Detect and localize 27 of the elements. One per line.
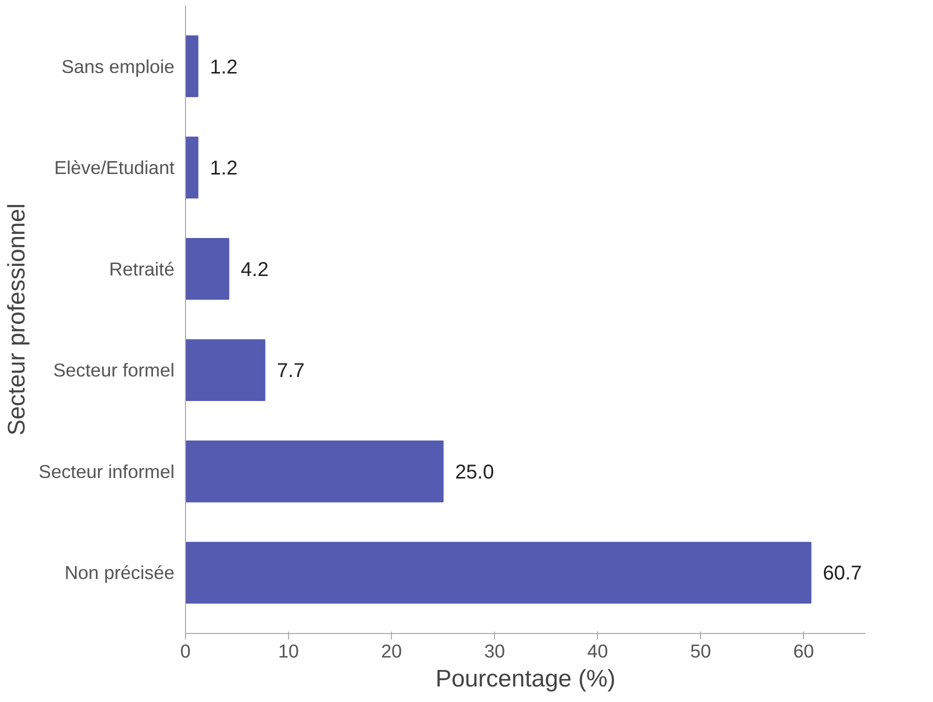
y-tick-label: Retraité [109,258,175,280]
bar [186,238,230,300]
bar [186,35,198,98]
data-label: 4.2 [240,258,269,281]
x-tick-label: 50 [690,640,712,662]
y-tick-label: Secteur informel [38,460,175,482]
x-tick-label: 60 [793,640,814,662]
bar [186,339,266,402]
x-tick-label: 40 [587,640,608,662]
data-label: 60.7 [822,562,862,585]
x-tick-label: 30 [484,640,505,662]
data-label: 1.2 [210,56,238,78]
y-axis-title: Secteur professionnel [4,203,31,436]
x-tick-label: 20 [381,640,402,662]
x-tick-label: 10 [278,640,299,662]
y-tick-label: Non précisée [64,562,175,584]
bar [186,542,812,604]
x-tick-label: 0 [180,640,191,662]
bar [186,136,198,198]
data-label: 7.7 [276,360,305,382]
y-tick-label: Secteur formel [53,360,174,381]
data-label: 1.2 [210,158,238,180]
data-label: 25.0 [455,461,494,484]
x-axis-title: Pourcentage (%) [435,666,616,692]
bar [186,440,444,502]
y-tick-label: Elève/Etudiant [54,157,176,178]
y-tick-label: Sans emploie [61,56,175,77]
